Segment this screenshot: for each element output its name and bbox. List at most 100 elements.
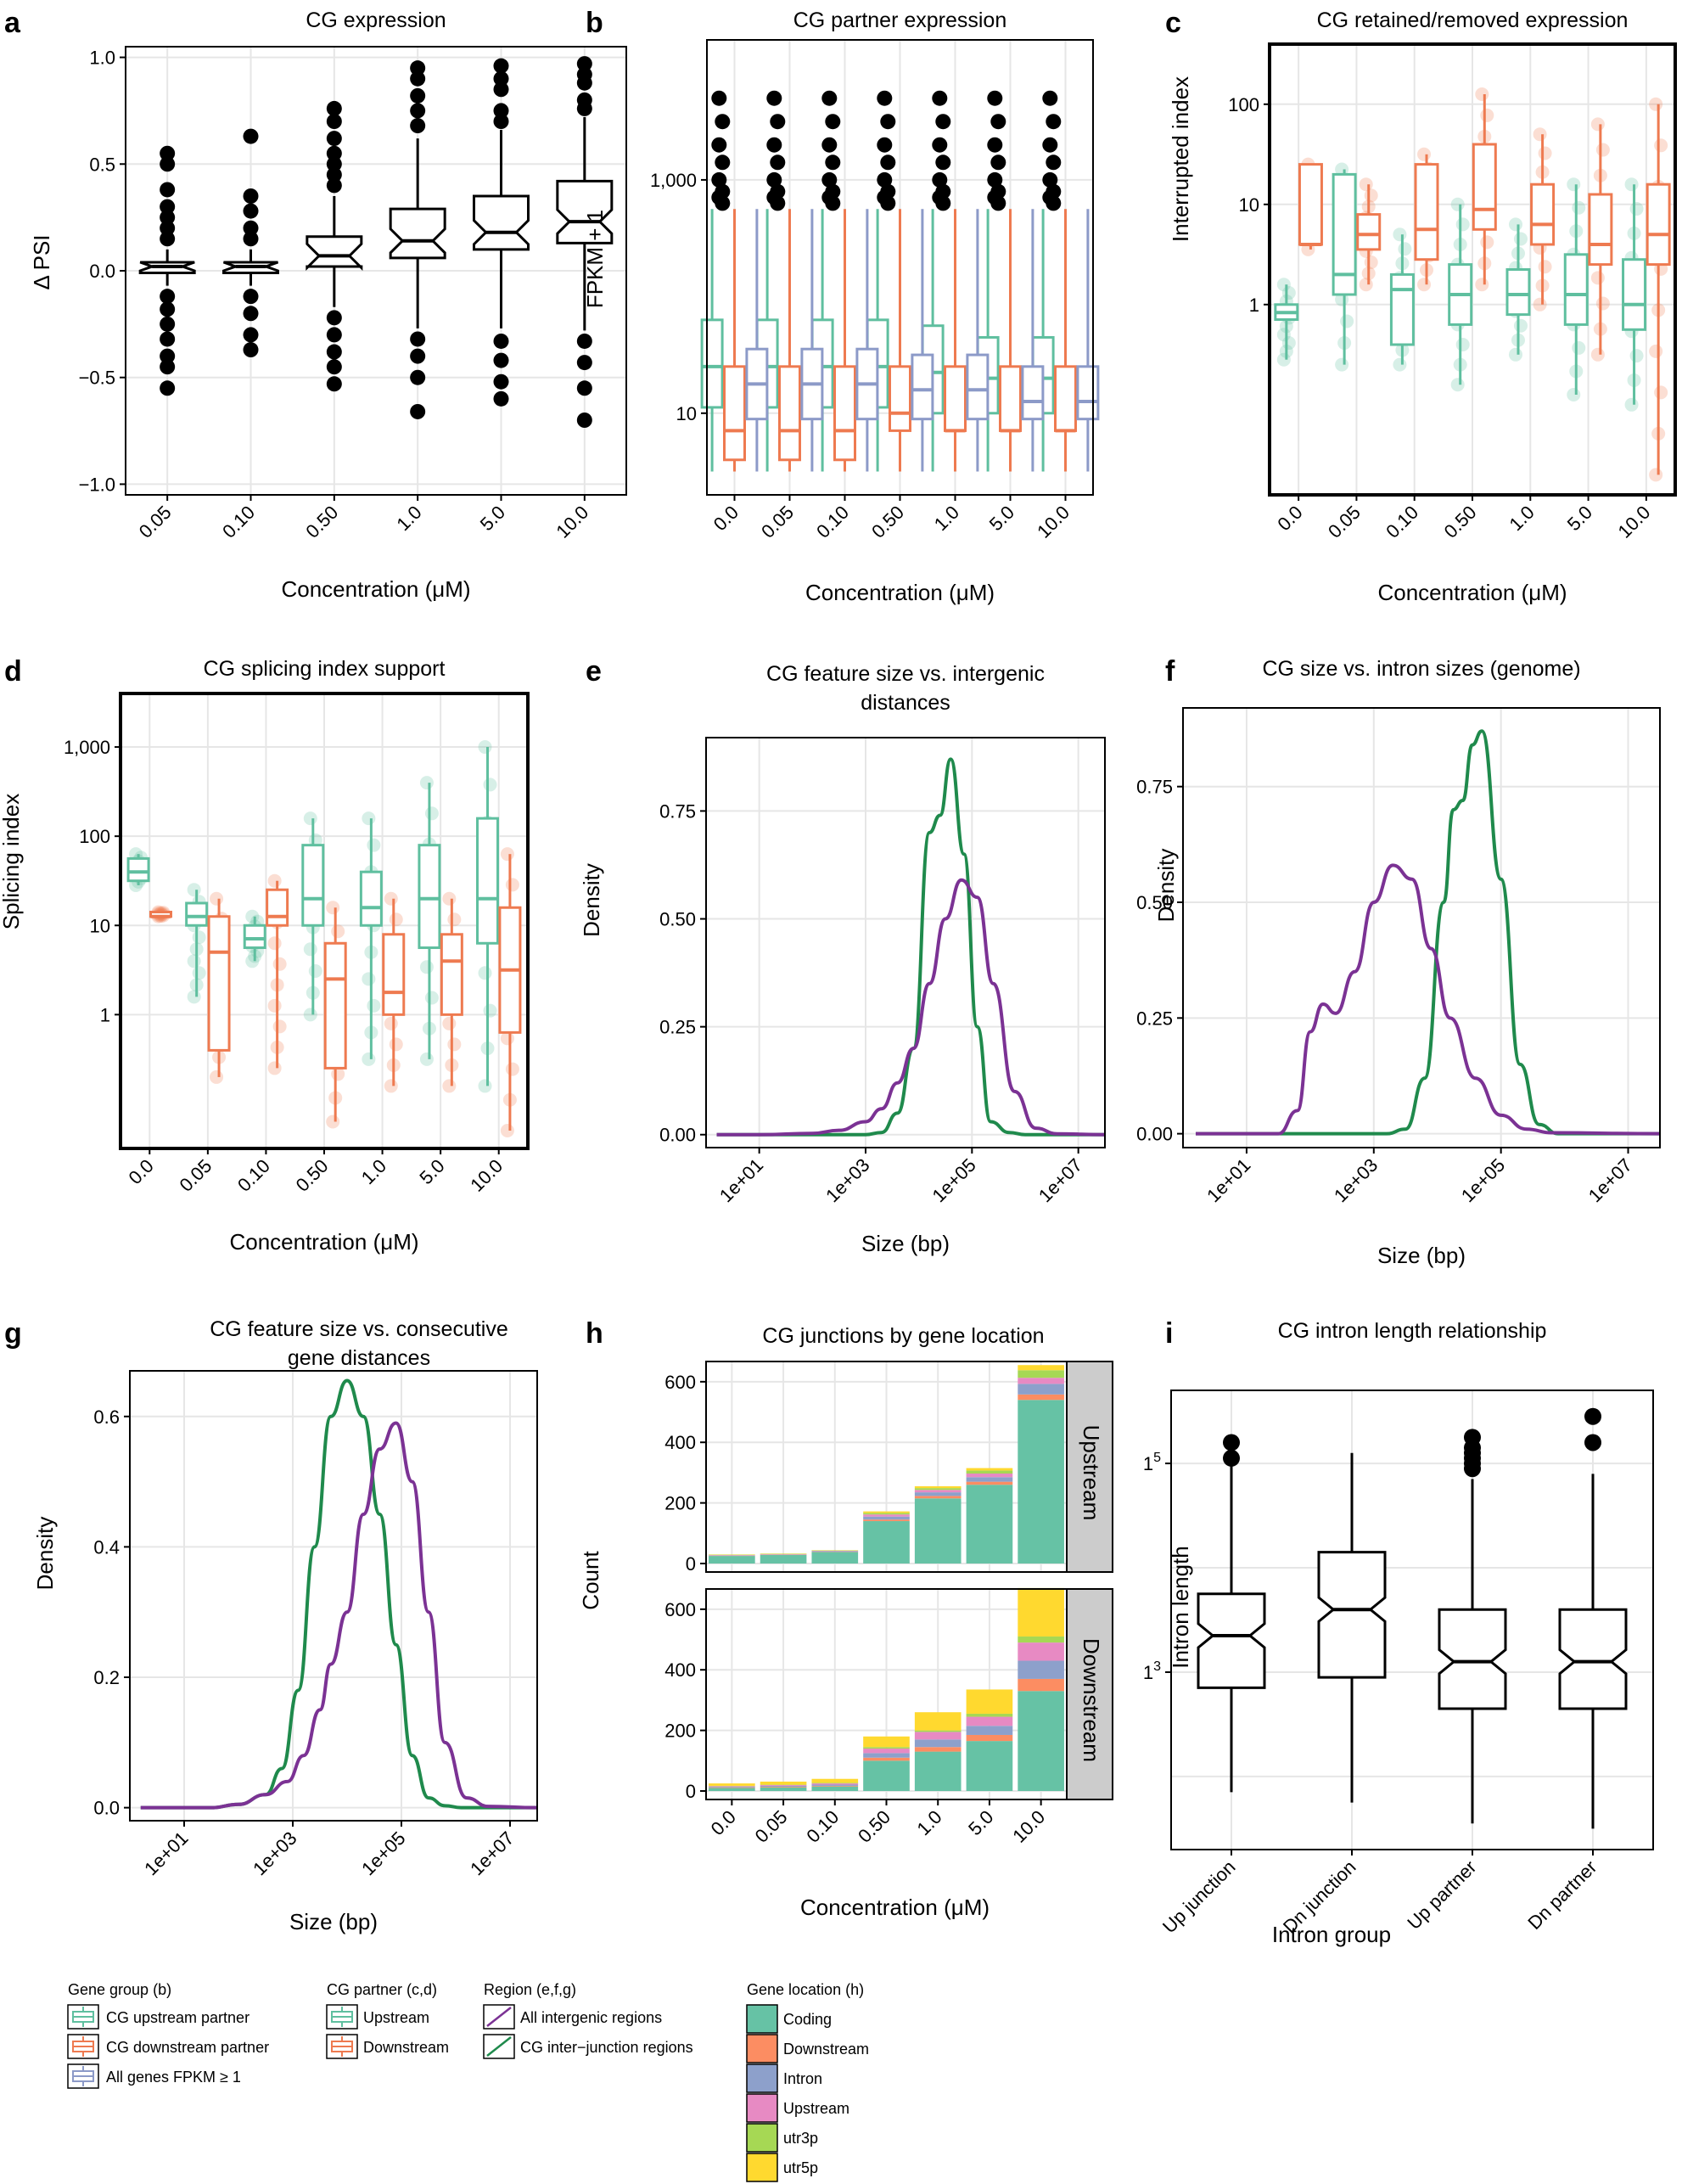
b-cg-downstream-partner-box [723,365,746,462]
d-point [384,1016,398,1030]
h-bar-upstream [1018,1378,1064,1384]
e-frame [705,737,1106,1148]
a-outlier [410,87,426,104]
a-outlier [493,390,509,407]
d-point [326,901,340,915]
d-point [331,924,345,939]
d-downstream-box [323,941,347,1070]
d-point [419,776,434,790]
e-xtick-label: 1e+01 [715,1154,767,1206]
d-point [267,1061,282,1075]
e-xtick-label: 1e+03 [821,1154,873,1206]
d-xlabel: Concentration (μM) [229,1229,418,1255]
b-cg-downstream-partner-box [833,365,856,462]
panel-label-c: c [1165,7,1181,39]
g-ytick-label: 0.2 [93,1667,120,1688]
d-point [389,912,403,927]
legend-title-region: Region (e,f,g) [484,1981,576,1998]
c-point [1480,108,1494,122]
h-bar-utr3p [863,1747,910,1749]
a-xlabel: Concentration (μM) [281,576,470,602]
h-bar-downstream [811,1785,859,1787]
b-cg-downstream-partner-box [778,365,801,462]
legend-gene-location-key [746,2063,778,2093]
legend-gene-location-key [746,2153,778,2182]
d-upstream-box [243,924,266,950]
c-point [1513,318,1528,333]
h-bar-downstream [863,1519,910,1522]
h-bar-utr5p [914,1712,962,1731]
d-point [210,891,224,906]
legend-label-gene-group: CG upstream partner [106,2009,249,2026]
c-xtick-label: 0.0 [1273,502,1306,535]
b-outlier [987,171,1003,188]
h-bar-downstream [966,1481,1013,1485]
d-xtick-label: 10.0 [466,1155,507,1196]
d-point [267,998,282,1013]
i-outlier [1584,1407,1601,1425]
h-bar-upstream [760,1784,807,1786]
d-point [384,1079,398,1093]
d-point [367,998,381,1013]
panel-b [700,40,1100,495]
a-outlier [493,70,509,87]
c-point [1533,297,1547,312]
a-outlier [160,210,176,226]
d-point [442,1079,457,1093]
d-point [187,990,201,1004]
c-point [1590,117,1605,132]
i-outlier [1223,1449,1240,1467]
h-bar-intron [914,1739,962,1748]
b-outlier [770,154,786,171]
h-xtick-label: 0.05 [751,1806,792,1847]
d-point [308,963,322,978]
panel-label-f: f [1165,655,1175,688]
b-outlier [877,137,893,153]
h-bar-coding [966,1741,1013,1791]
i-xtick-label: Up partner [1403,1856,1480,1934]
c-point [1475,278,1489,292]
h-xlabel: Concentration (μM) [800,1895,990,1920]
legend-gene-location-key [746,2093,778,2123]
h-bar-downstream [760,1787,807,1788]
b-outlier [1046,154,1062,171]
b-outlier [935,195,951,211]
c-point [1629,349,1644,363]
a-outlier [410,118,426,134]
c-xtick-label: 10.0 [1613,502,1654,542]
h-bar-coding [811,1552,859,1564]
a-outlier [243,327,259,343]
b-xlabel: Concentration (μM) [805,580,995,605]
h-bar-utr3p [966,1713,1013,1717]
h-bar-upstream [966,1716,1013,1726]
g-xtick-label: 1e+07 [466,1827,518,1879]
i-box [1558,1608,1628,1710]
i-outlier [1464,1429,1481,1446]
e-line-green [716,757,1105,1137]
a-xtick-label: 10.0 [552,502,592,542]
d-point [389,1037,403,1052]
h-bar-intron [966,1477,1013,1482]
b-outlier [1042,171,1058,188]
a-outlier [410,369,426,385]
h-bar-utr3p [863,1513,910,1515]
d-ytick-label: 1 [100,1004,110,1025]
h-bar-intron [863,1753,910,1758]
a-outlier [410,403,426,419]
panel-d [121,693,528,1148]
a-outlier [160,359,176,375]
h-bar-utr3p [966,1470,1013,1474]
b-xtick-label: 0.05 [757,502,798,542]
h-bar-coding [863,1521,910,1564]
d-upstream-box [185,901,209,927]
g-line-purple [140,1421,538,1810]
a-box [556,179,614,244]
g-title: CG feature size vs. consecutive [210,1317,508,1341]
h-bar-utr3p [914,1730,962,1732]
c-point [1624,397,1639,412]
a-outlier [410,60,426,76]
h-bar-intron [811,1551,859,1552]
c-point [1654,138,1668,153]
b-outlier [932,90,948,106]
c-upstream-box [1622,258,1647,331]
